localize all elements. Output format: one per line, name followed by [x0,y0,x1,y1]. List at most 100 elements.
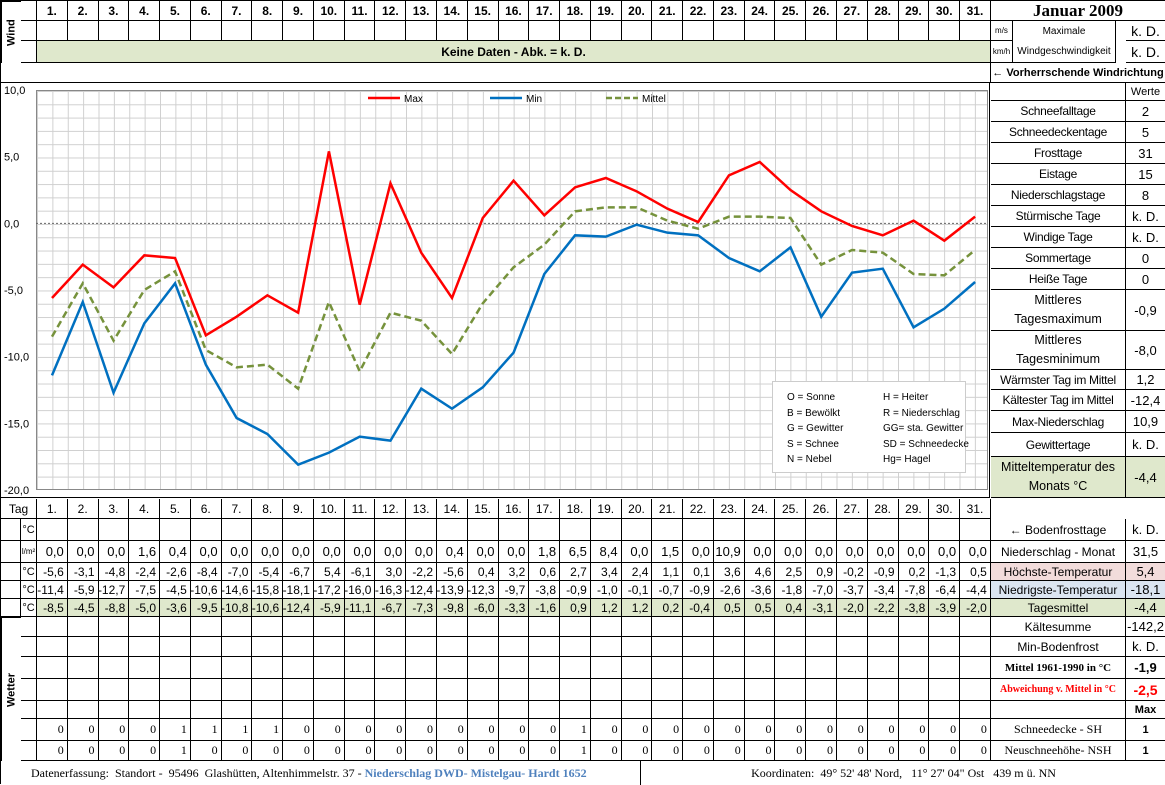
values-header: Werte [1126,83,1165,101]
weather-cell [591,701,622,719]
stat-label: Mitteltemperatur des Monats °C [991,457,1126,498]
precip-value: 0,0 [191,541,222,563]
weather-code: B = Bewölkt [787,408,840,419]
weather-cell [499,657,530,679]
weather-cell [899,617,930,637]
day-header: 21. [652,1,683,21]
summary-label: Neuschneehöhe- NSH [991,741,1126,761]
day-header: 28. [868,499,899,519]
nsh-value: 0 [960,741,991,761]
day-header: 12. [375,499,406,519]
min-value: -3,7 [837,581,868,599]
y-tick-label: -5,0 [4,285,23,297]
weather-cell [37,657,68,679]
max-value: 0,9 [806,563,837,581]
empty-cell [837,519,868,541]
max-value: 3,0 [375,563,406,581]
summary-label: Abweichung v. Mittel in °C [991,679,1126,701]
nsh-value: 0 [437,741,468,761]
weather-cell [837,657,868,679]
max-value: 1,1 [652,563,683,581]
footer-precip-source: Niederschlag DWD- Mistelgau- Hardt 1652 [365,766,587,781]
empty-cell [868,519,899,541]
sh-value: 0 [929,719,960,741]
weather-cell [99,679,130,701]
y-tick-label: 5,0 [4,152,19,164]
blank [21,41,37,63]
empty-cell [437,519,468,541]
min-value: -1,0 [591,581,622,599]
weather-cell [222,701,253,719]
max-value: -5,6 [37,563,68,581]
nsh-value: 0 [375,741,406,761]
empty-cell [745,519,776,541]
weather-cell [191,657,222,679]
weather-cell [775,617,806,637]
day-header: 29. [899,499,930,519]
weather-cell [560,637,591,657]
unit-label: l/m² [21,541,37,563]
weather-cell [529,679,560,701]
nsh-value: 0 [652,741,683,761]
weather-cell [775,679,806,701]
wind-cell [591,21,622,41]
weather-cell [683,657,714,679]
empty-cell [622,519,653,541]
weather-cell [314,657,345,679]
weather-cell [622,617,653,637]
weather-cell [714,701,745,719]
max-value: -5,4 [252,563,283,581]
weather-cell [406,701,437,719]
day-header: 31. [960,499,991,519]
weather-cell [591,617,622,637]
day-header: 26. [806,1,837,21]
weather-cell [591,657,622,679]
nsh-value: 0 [68,741,99,761]
empty-cell [406,519,437,541]
mean-value: -2,0 [837,599,868,617]
blank-row [1,63,991,83]
weather-cell [99,701,130,719]
sh-value: 1 [222,719,253,741]
weather-code: R = Niederschlag [883,408,960,419]
min-value: -16,0 [345,581,376,599]
stat-value: 10,9 [1126,411,1165,433]
precip-value: 1,5 [652,541,683,563]
weather-cell [683,617,714,637]
weather-cell [406,637,437,657]
weather-cell [499,637,530,657]
precip-value: 0,4 [437,541,468,563]
mean-value: -3,1 [806,599,837,617]
wind-cell [283,21,314,41]
min-value: -4,4 [960,581,991,599]
wind-cell [468,21,499,41]
nsh-value: 0 [622,741,653,761]
mean-value: -3,6 [160,599,191,617]
empty-cell [191,519,222,541]
blank [21,637,37,657]
weather-cell [806,617,837,637]
summary-label: ← Bodenfrosttage [991,519,1126,541]
weather-cell [406,679,437,701]
wind-label: Wind [1,1,21,63]
weather-cell [37,617,68,637]
min-value: -3,6 [745,581,776,599]
weather-cell [314,637,345,657]
weather-cell [652,637,683,657]
weather-cell [745,637,776,657]
max-value: 2,4 [622,563,653,581]
stat-value: k. D. [1126,206,1165,227]
weather-cell [529,637,560,657]
unit-kmh: km/h [991,41,1013,63]
max-value: 0,4 [468,563,499,581]
weather-cell [129,617,160,637]
day-header: 13. [406,499,437,519]
weather-cell [652,679,683,701]
min-value: -0,9 [683,581,714,599]
mean-value: -5,9 [314,599,345,617]
min-value: -0,9 [560,581,591,599]
day-header: 24. [745,499,776,519]
weather-cell [899,657,930,679]
min-value: -13,9 [437,581,468,599]
wind-cell [837,21,868,41]
